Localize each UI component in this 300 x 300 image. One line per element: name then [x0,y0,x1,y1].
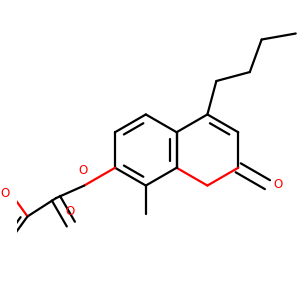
Text: O: O [79,164,88,177]
Text: O: O [273,178,282,191]
Text: O: O [65,206,74,218]
Text: O: O [0,187,9,200]
